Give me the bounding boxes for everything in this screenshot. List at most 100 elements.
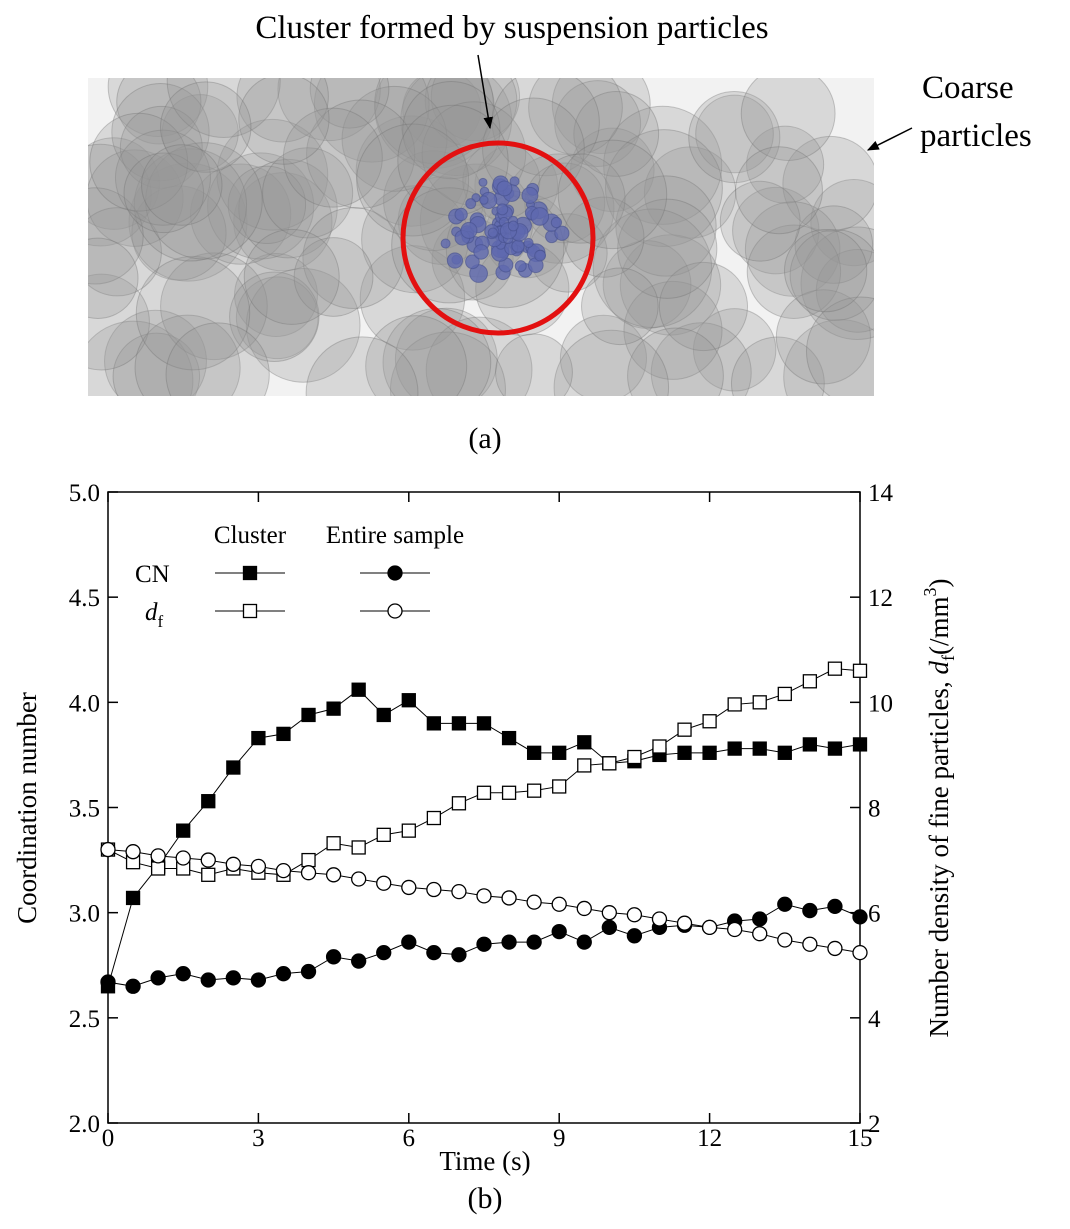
marker <box>451 947 467 963</box>
marker <box>175 966 191 982</box>
x-tick-label: 15 <box>848 1125 873 1152</box>
fine-particle <box>454 207 468 222</box>
coarse-particle <box>161 94 239 172</box>
coarse-particle <box>88 137 160 230</box>
marker <box>627 749 642 765</box>
marker <box>351 682 366 697</box>
coarse-particle <box>805 296 874 396</box>
marker <box>626 928 643 944</box>
coarse-particle <box>783 319 874 396</box>
x-tick-label: 12 <box>697 1125 722 1152</box>
marker <box>501 730 517 746</box>
coarse-particle <box>88 187 144 285</box>
x-tick-label: 6 <box>403 1125 416 1152</box>
coarse-particle <box>135 255 251 371</box>
coarse-particle <box>374 78 494 165</box>
coarse-particle <box>425 316 533 396</box>
coarse-particle <box>692 308 777 392</box>
coarse-particle <box>145 142 263 260</box>
y2-label-text: Number density of fine particles, <box>924 675 954 1038</box>
coarse-particle <box>123 152 205 234</box>
coarse-particle <box>112 332 201 396</box>
coarse-particle <box>309 78 390 129</box>
coarse-particle <box>88 207 162 297</box>
marker <box>626 907 643 923</box>
marker <box>276 726 291 742</box>
coarse-particle <box>402 80 501 180</box>
marker <box>200 852 216 868</box>
coarse-particle <box>104 309 207 396</box>
coarse-particle <box>111 83 210 182</box>
caption: (b) <box>468 1182 503 1215</box>
marker <box>476 888 492 904</box>
coarse-particle <box>732 186 820 275</box>
marker <box>275 862 292 879</box>
marker <box>351 871 367 887</box>
marker <box>401 823 416 838</box>
coarse-particle <box>744 201 841 297</box>
coarse-label: particles <box>920 118 1032 154</box>
coarse-particle <box>557 139 668 250</box>
marker <box>376 827 391 842</box>
marker <box>201 867 216 882</box>
coarse-particle <box>128 162 248 282</box>
legend-marker <box>242 603 258 619</box>
coarse-particle <box>603 105 723 225</box>
legend-row-text: CN <box>135 561 170 588</box>
plot-frame <box>107 491 861 1124</box>
marker <box>125 890 141 906</box>
coarse-particle <box>277 78 381 142</box>
y-tick-label: 4.5 <box>69 585 100 612</box>
coarse-particle <box>235 276 319 360</box>
fine-particle <box>496 180 513 197</box>
coarse-particle <box>89 112 189 212</box>
coarse-particle <box>602 240 692 329</box>
coarse-particle <box>551 78 651 154</box>
marker <box>577 758 592 773</box>
coarse-label: Coarse <box>922 70 1014 106</box>
marker <box>426 881 442 898</box>
coarse-particle <box>233 172 333 272</box>
coarse-particle <box>650 322 752 396</box>
marker <box>802 737 818 752</box>
marker <box>300 963 317 980</box>
y2-label-unit: (/mm <box>924 597 954 656</box>
coarse-particle <box>688 91 781 184</box>
coarse-particle <box>234 253 318 338</box>
coarse-particle <box>623 280 723 380</box>
marker <box>275 966 292 982</box>
coarse-particle <box>114 129 211 226</box>
marker <box>777 932 793 948</box>
marker <box>100 841 116 858</box>
coarse-particle <box>794 205 874 284</box>
fine-particle <box>550 216 563 229</box>
coarse-particle <box>554 80 642 167</box>
marker <box>827 898 843 915</box>
y2-axis-label: Number density of fine particles, df(/mm… <box>920 579 958 1038</box>
marker <box>651 911 668 927</box>
marker <box>676 915 693 931</box>
y2-tick-label: 6 <box>868 901 881 928</box>
coarse-particle <box>238 78 330 165</box>
marker <box>802 902 818 919</box>
marker <box>552 779 567 794</box>
legend-marker <box>387 565 403 581</box>
marker <box>426 810 442 826</box>
marker <box>576 934 592 950</box>
marker <box>326 836 341 851</box>
marker <box>426 716 442 731</box>
marker <box>852 737 868 752</box>
y2-label-superscript: 3 <box>920 588 940 597</box>
marker <box>526 894 542 910</box>
marker <box>376 875 392 891</box>
coarse-particle <box>658 261 749 352</box>
chart: Time (s) Coordination number Number dens… <box>12 480 958 1176</box>
coarse-particle <box>131 185 227 281</box>
marker <box>150 861 166 876</box>
coarse-particle <box>782 135 874 233</box>
y-tick-label: 2.5 <box>69 1006 100 1033</box>
marker <box>301 852 316 868</box>
marker <box>552 745 567 760</box>
marker <box>601 905 617 921</box>
